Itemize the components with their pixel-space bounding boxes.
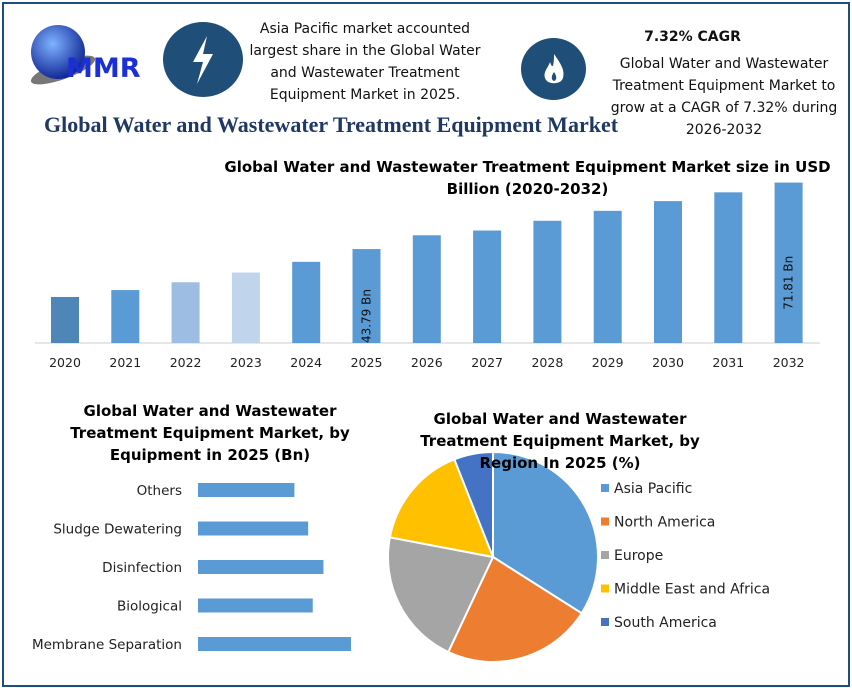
data-label-2025: 43.79 Bn (360, 289, 374, 343)
tick-label-2021: 2021 (109, 355, 141, 370)
tick-label-2028: 2028 (531, 355, 563, 370)
legend-swatch-3 (601, 584, 609, 593)
info-right-text: Global Water and Wastewater Treatment Eq… (610, 56, 838, 138)
tick-label-2022: 2022 (170, 355, 202, 370)
mmr-logo: MMR (30, 25, 141, 85)
hbar-0 (198, 483, 295, 497)
bar-2024 (292, 261, 321, 343)
hbar-3 (198, 598, 313, 613)
legend-label-2: Europe (614, 548, 663, 564)
lightning-icon (163, 22, 243, 97)
legend-swatch-4 (601, 618, 609, 626)
hbar-1 (198, 521, 309, 536)
equipment-bar-chart: Others Sludge Dewatering Disinfection Biolo… (32, 483, 351, 653)
pie-slice-2 (387, 536, 495, 654)
legend-swatch-0 (601, 484, 609, 492)
bar-2028 (533, 220, 562, 343)
bar-2030 (654, 201, 682, 343)
svg-text:MMR: MMR (66, 53, 141, 84)
tick-label-2032: 2032 (773, 355, 805, 370)
region-chart-title: Global Water and Wastewater Treatment Eq… (420, 410, 700, 472)
bar-chart-title: Global Water and Wastewater Treatment Eq… (224, 158, 831, 198)
bar-2021 (111, 290, 140, 343)
tick-label-2029: 2029 (592, 355, 624, 370)
legend-label-3: Middle East and Africa (614, 582, 770, 598)
data-label-2032: 71.81 Bn (782, 256, 796, 310)
bar-2025 (352, 249, 381, 343)
cagr-headline: 7.32% CAGR (644, 29, 741, 45)
pie-slice-3 (388, 458, 495, 559)
bar-2020 (51, 296, 79, 343)
hbar-2 (198, 560, 324, 574)
tick-label-2026: 2026 (411, 355, 443, 370)
market-size-bar-chart: 2020 2021 2022 2023 2024 2025 43.79 Bn 2026 2027… (35, 182, 820, 370)
tick-label-2027: 2027 (471, 355, 503, 370)
bar-2027 (473, 230, 502, 343)
tick-label-2031: 2031 (712, 355, 744, 370)
category-label-1: Sludge Dewatering (53, 522, 182, 538)
legend-label-1: North America (614, 515, 715, 531)
legend-label-4: South America (614, 615, 717, 631)
bar-2029 (593, 210, 622, 343)
tick-label-2023: 2023 (230, 355, 262, 370)
legend-label-0: Asia Pacific (614, 481, 692, 497)
category-label-3: Biological (117, 599, 182, 615)
hbar-4 (198, 637, 351, 651)
category-label-4: Membrane Separation (32, 637, 182, 653)
main-title: Global Water and Wastewater Treatment Eq… (44, 112, 619, 137)
tick-label-2024: 2024 (290, 355, 322, 370)
pie-slice-4 (453, 450, 494, 558)
category-label-0: Others (137, 483, 182, 499)
bar-2023 (231, 272, 260, 343)
region-pie-chart: Asia Pacific North America Europe Middle Ea… (387, 450, 770, 663)
tick-label-2030: 2030 (652, 355, 684, 370)
bar-2031 (714, 192, 743, 343)
equipment-chart-title: Global Water and Wastewater Treatment Eq… (70, 402, 350, 464)
bar-2026 (412, 235, 441, 343)
tick-label-2020: 2020 (49, 355, 81, 370)
bar-2022 (171, 282, 200, 343)
category-label-2: Disinfection (102, 560, 182, 576)
info-left-text: Asia Pacific market accounted largest sh… (249, 21, 481, 103)
flame-icon (521, 38, 586, 100)
legend-swatch-2 (601, 551, 609, 559)
bar-2032 (774, 182, 803, 343)
tick-label-2025: 2025 (351, 355, 383, 370)
legend-swatch-1 (601, 517, 609, 526)
